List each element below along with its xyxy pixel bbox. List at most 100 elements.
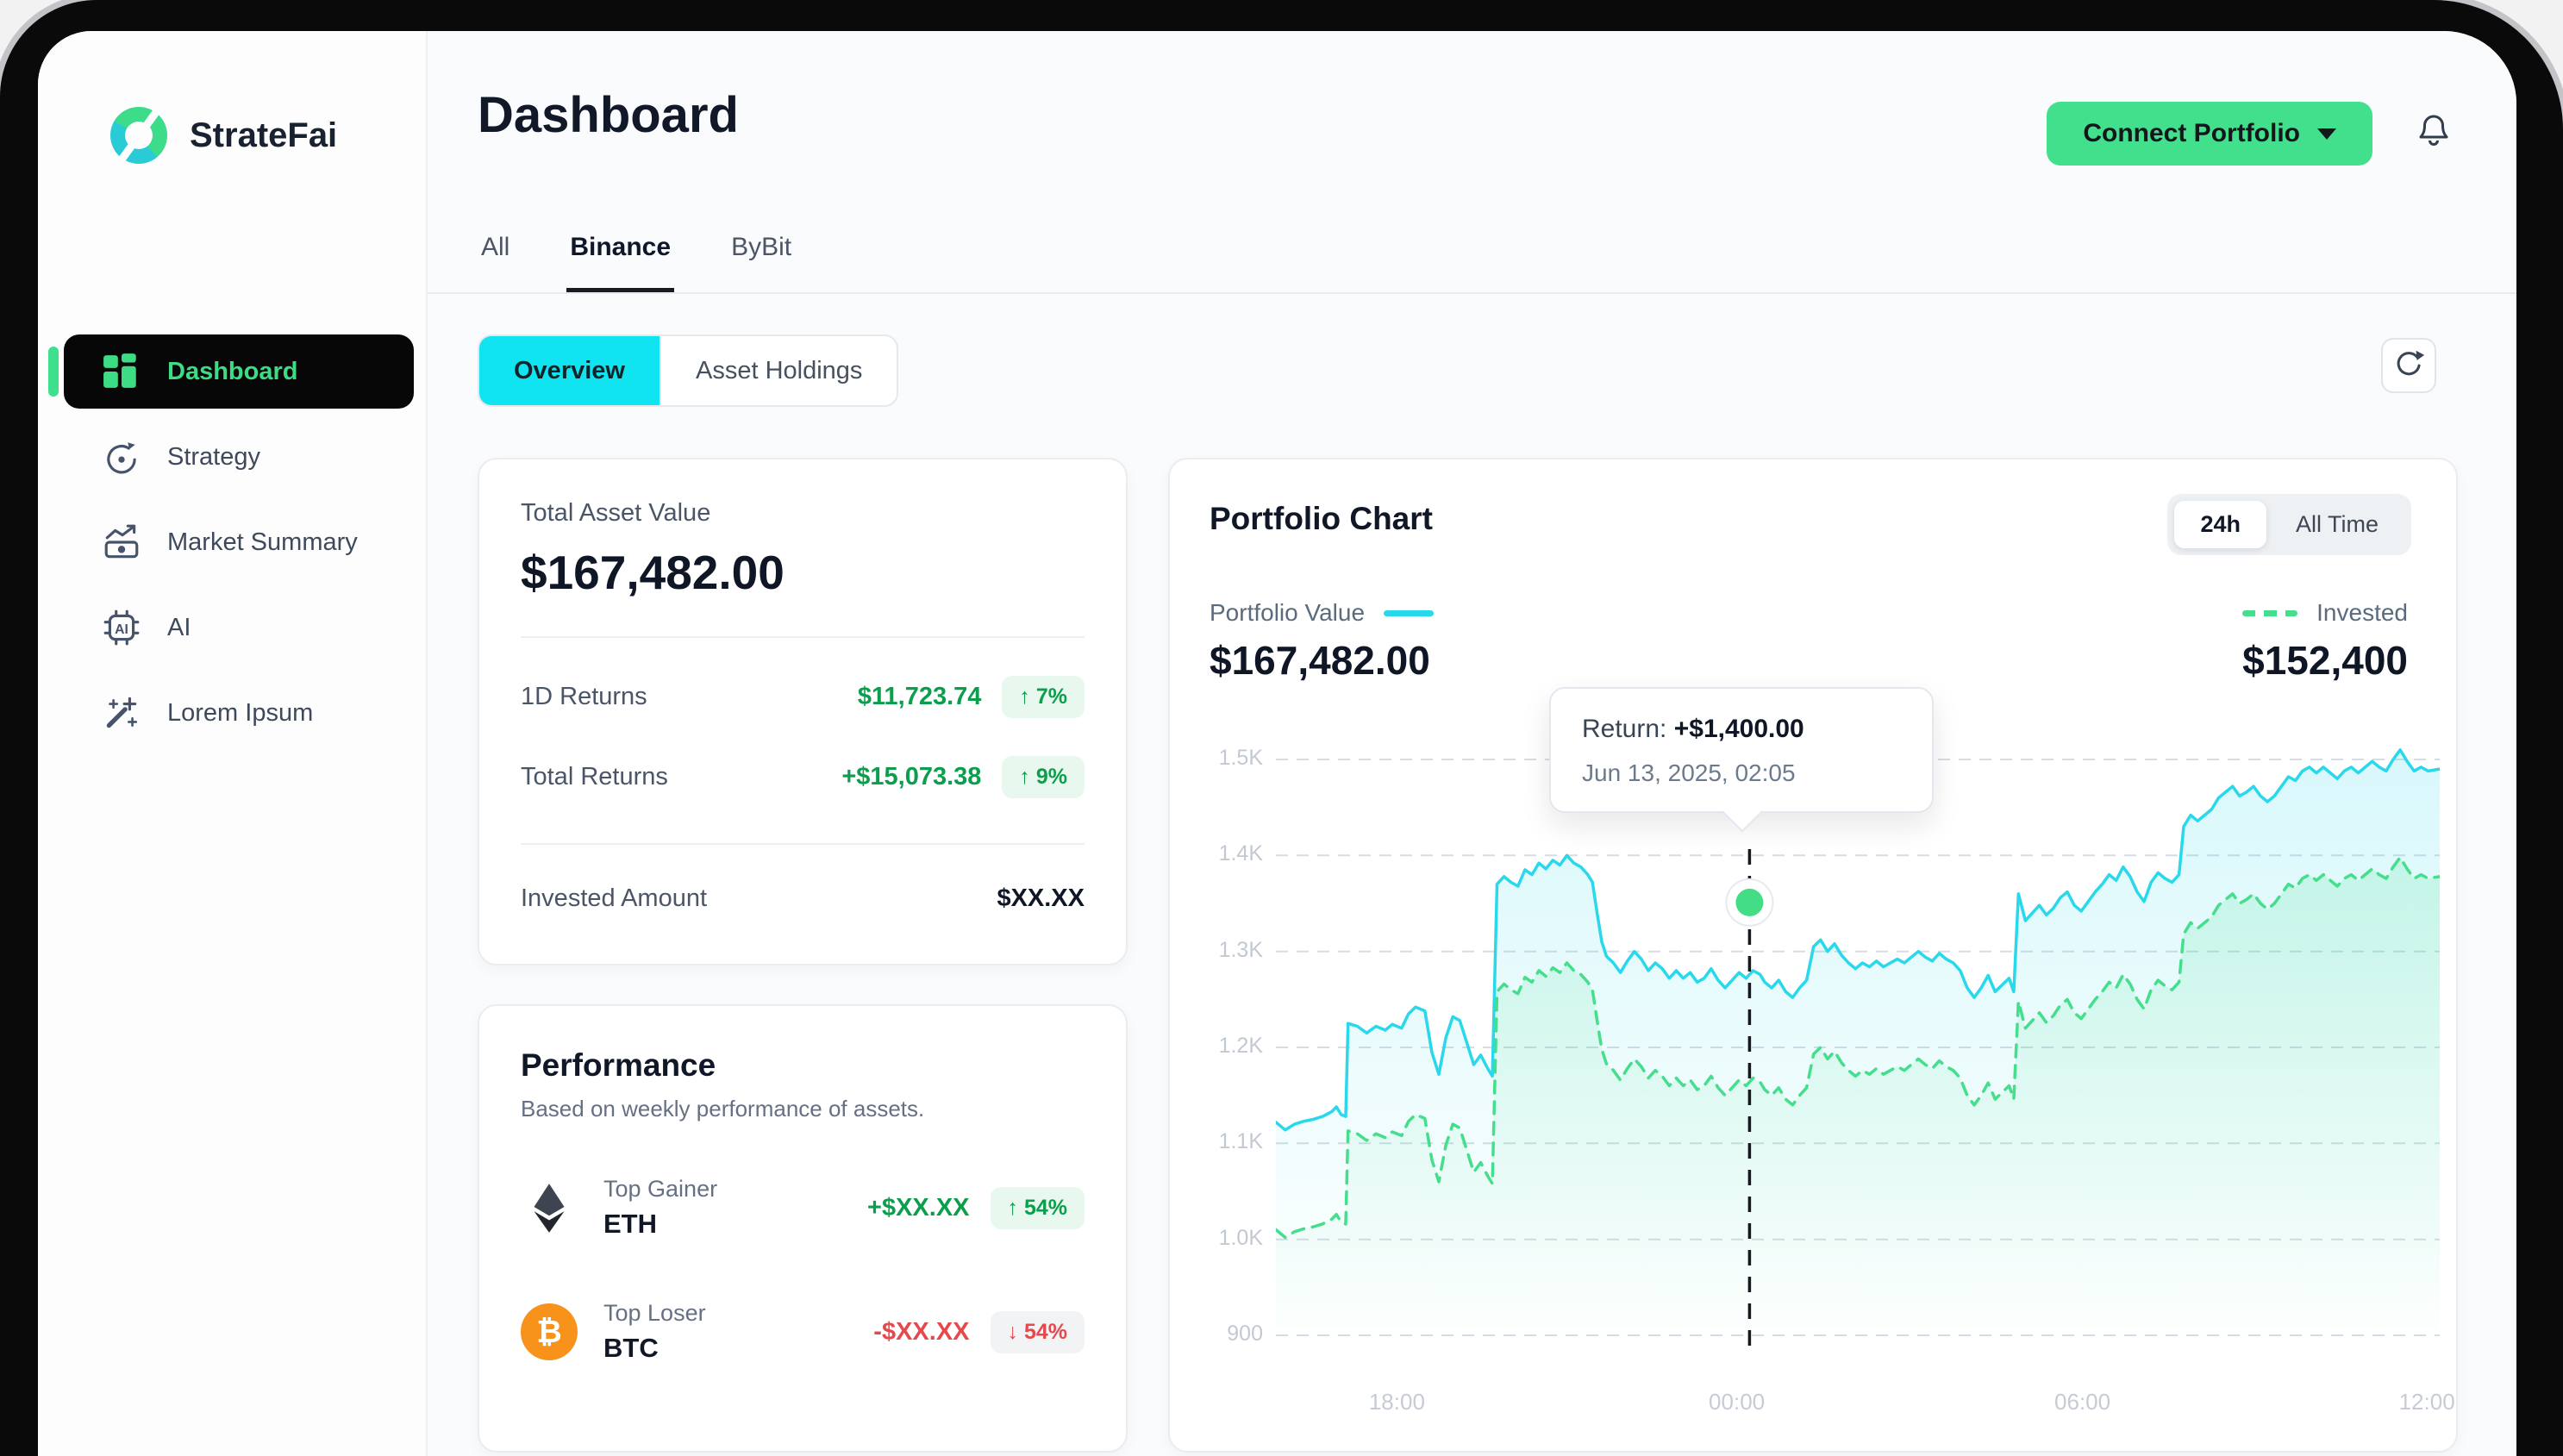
segment-asset-holdings[interactable]: Asset Holdings bbox=[659, 336, 897, 405]
connect-portfolio-button[interactable]: Connect Portfolio bbox=[2047, 102, 2372, 166]
tab-binance[interactable]: Binance bbox=[566, 233, 675, 292]
performance-subtitle: Based on weekly performance of assets. bbox=[521, 1096, 925, 1122]
stat-label: 1D Returns bbox=[521, 683, 647, 710]
total-asset-value-card: Total Asset Value $167,482.00 1D Returns… bbox=[478, 458, 1128, 965]
y-tick-label: 900 bbox=[1227, 1322, 1263, 1346]
sidebar-item-label: Market Summary bbox=[167, 528, 358, 556]
chevron-down-icon bbox=[2317, 128, 2336, 140]
bitcoin-icon: ₿ bbox=[521, 1303, 578, 1360]
divider bbox=[521, 843, 1085, 845]
trend-badge: ↑ 54% bbox=[990, 1186, 1085, 1229]
segment-overview[interactable]: Overview bbox=[479, 336, 660, 405]
bell-icon bbox=[2419, 115, 2448, 146]
range-toggle: 24h All Time bbox=[2167, 494, 2411, 555]
stat-value: +$15,073.38 bbox=[841, 763, 982, 790]
legend-label: Portfolio Value bbox=[1210, 599, 1366, 626]
legend-label: Invested bbox=[2316, 599, 2408, 626]
brand-name: StrateFai bbox=[190, 116, 338, 154]
tooltip-label: Return: bbox=[1582, 715, 1667, 743]
portfolio-value-amount: $167,482.00 bbox=[1210, 638, 1430, 683]
sidebar-item-market-summary[interactable]: Market Summary bbox=[64, 505, 414, 579]
range-option-all-time[interactable]: All Time bbox=[2295, 511, 2379, 537]
sidebar-nav: Dashboard Strategy bbox=[38, 334, 426, 761]
legend-portfolio-value: Portfolio Value bbox=[1210, 599, 1435, 627]
stat-value: $11,723.74 bbox=[857, 683, 982, 710]
x-tick-label: 12:00 bbox=[2398, 1389, 2455, 1415]
brand: StrateFai bbox=[110, 107, 337, 164]
y-tick-label: 1.1K bbox=[1218, 1129, 1263, 1154]
main-content: Dashboard Connect Portfolio All Binance … bbox=[428, 31, 2516, 1456]
coin-symbol: BTC bbox=[603, 1333, 659, 1363]
y-tick-label: 1.0K bbox=[1218, 1225, 1263, 1250]
stratefai-logo-icon bbox=[110, 107, 167, 164]
coin-role: Top Gainer bbox=[603, 1176, 718, 1202]
asset-card-title: Total Asset Value bbox=[521, 499, 711, 527]
stat-row-1d-returns: 1D Returns $11,723.74 ↑ 7% bbox=[521, 676, 1085, 718]
page-title: Dashboard bbox=[478, 87, 739, 143]
sidebar-item-label: Dashboard bbox=[167, 357, 298, 385]
dashboard-grid-icon bbox=[103, 353, 136, 388]
total-asset-value: $167,482.00 bbox=[521, 546, 785, 599]
coin-value: -$XX.XX bbox=[873, 1317, 970, 1346]
stat-row-invested-amount: Invested Amount $XX.XX bbox=[521, 884, 1085, 913]
performance-card: Performance Based on weekly performance … bbox=[478, 1004, 1128, 1453]
stat-label: Invested Amount bbox=[521, 884, 708, 912]
legend-invested: Invested bbox=[2242, 599, 2408, 627]
tab-bybit[interactable]: ByBit bbox=[731, 233, 792, 261]
notifications-button[interactable] bbox=[2411, 110, 2456, 155]
stat-label: Total Returns bbox=[521, 763, 668, 790]
x-tick-label: 06:00 bbox=[2054, 1389, 2111, 1415]
tooltip-date: Jun 13, 2025, 02:05 bbox=[1582, 759, 1796, 786]
trend-badge: ↑ 9% bbox=[1002, 756, 1085, 798]
chart-tooltip: Return: +$1,400.00 Jun 13, 2025, 02:05 bbox=[1549, 687, 1934, 833]
magic-wand-icon bbox=[106, 697, 138, 728]
y-tick-label: 1.3K bbox=[1218, 937, 1263, 962]
x-tick-label: 00:00 bbox=[1709, 1389, 1766, 1415]
sidebar-item-lorem-ipsum[interactable]: Lorem Ipsum bbox=[64, 676, 414, 750]
performance-title: Performance bbox=[521, 1047, 716, 1083]
portfolio-chart-plot[interactable] bbox=[1276, 739, 2440, 1347]
sidebar-item-dashboard[interactable]: Dashboard bbox=[48, 334, 414, 409]
refresh-icon bbox=[2397, 350, 2425, 376]
app-window: StrateFai Dashboard bbox=[38, 31, 2516, 1456]
svg-text:AI: AI bbox=[115, 622, 128, 637]
view-segmented-control: Overview Asset Holdings bbox=[478, 334, 899, 407]
portfolio-chart-card: Portfolio Chart 24h All Time Portfolio V… bbox=[1168, 458, 2458, 1453]
strategy-target-icon bbox=[107, 442, 136, 474]
sidebar-item-ai[interactable]: AI AI bbox=[64, 591, 414, 665]
exchange-tabs: All Binance ByBit bbox=[478, 233, 795, 292]
invested-amount: $152,400 bbox=[2242, 638, 2408, 683]
coin-role: Top Loser bbox=[603, 1300, 706, 1326]
sidebar-item-label: Lorem Ipsum bbox=[167, 698, 314, 727]
tabs-divider bbox=[428, 292, 2516, 294]
ai-chip-icon: AI bbox=[103, 609, 140, 646]
chart-title: Portfolio Chart bbox=[1210, 501, 1433, 536]
top-loser-row: ₿ Top Loser BTC -$XX.XX ↓ 54% bbox=[521, 1300, 1085, 1364]
coin-value: +$XX.XX bbox=[867, 1193, 970, 1222]
top-gainer-row: Top Gainer ETH +$XX.XX ↑ 54% bbox=[521, 1176, 1085, 1240]
y-tick-label: 1.5K bbox=[1218, 746, 1263, 770]
dashed-line-swatch-icon bbox=[2242, 609, 2298, 616]
invested-amount-value: $XX.XX bbox=[997, 884, 1085, 912]
y-tick-label: 1.2K bbox=[1218, 1034, 1263, 1058]
active-indicator bbox=[48, 347, 59, 397]
refresh-button[interactable] bbox=[2381, 338, 2436, 393]
connect-portfolio-label: Connect Portfolio bbox=[2083, 119, 2300, 147]
y-tick-label: 1.4K bbox=[1218, 841, 1263, 866]
coin-symbol: ETH bbox=[603, 1209, 657, 1239]
divider bbox=[521, 636, 1085, 638]
trend-badge: ↓ 54% bbox=[990, 1310, 1085, 1353]
tab-all[interactable]: All bbox=[481, 233, 510, 261]
trend-badge: ↑ 7% bbox=[1002, 676, 1085, 718]
sidebar-item-label: Strategy bbox=[167, 442, 260, 471]
x-tick-label: 18:00 bbox=[1368, 1389, 1425, 1415]
range-option-24h[interactable]: 24h bbox=[2174, 501, 2266, 548]
sidebar-item-strategy[interactable]: Strategy bbox=[64, 420, 414, 494]
sidebar-item-label: AI bbox=[167, 613, 191, 641]
ethereum-icon bbox=[534, 1184, 565, 1233]
stat-row-total-returns: Total Returns +$15,073.38 ↑ 9% bbox=[521, 756, 1085, 798]
solid-line-swatch-icon bbox=[1384, 609, 1435, 616]
market-summary-icon bbox=[104, 524, 139, 559]
sidebar: StrateFai Dashboard bbox=[38, 31, 428, 1456]
